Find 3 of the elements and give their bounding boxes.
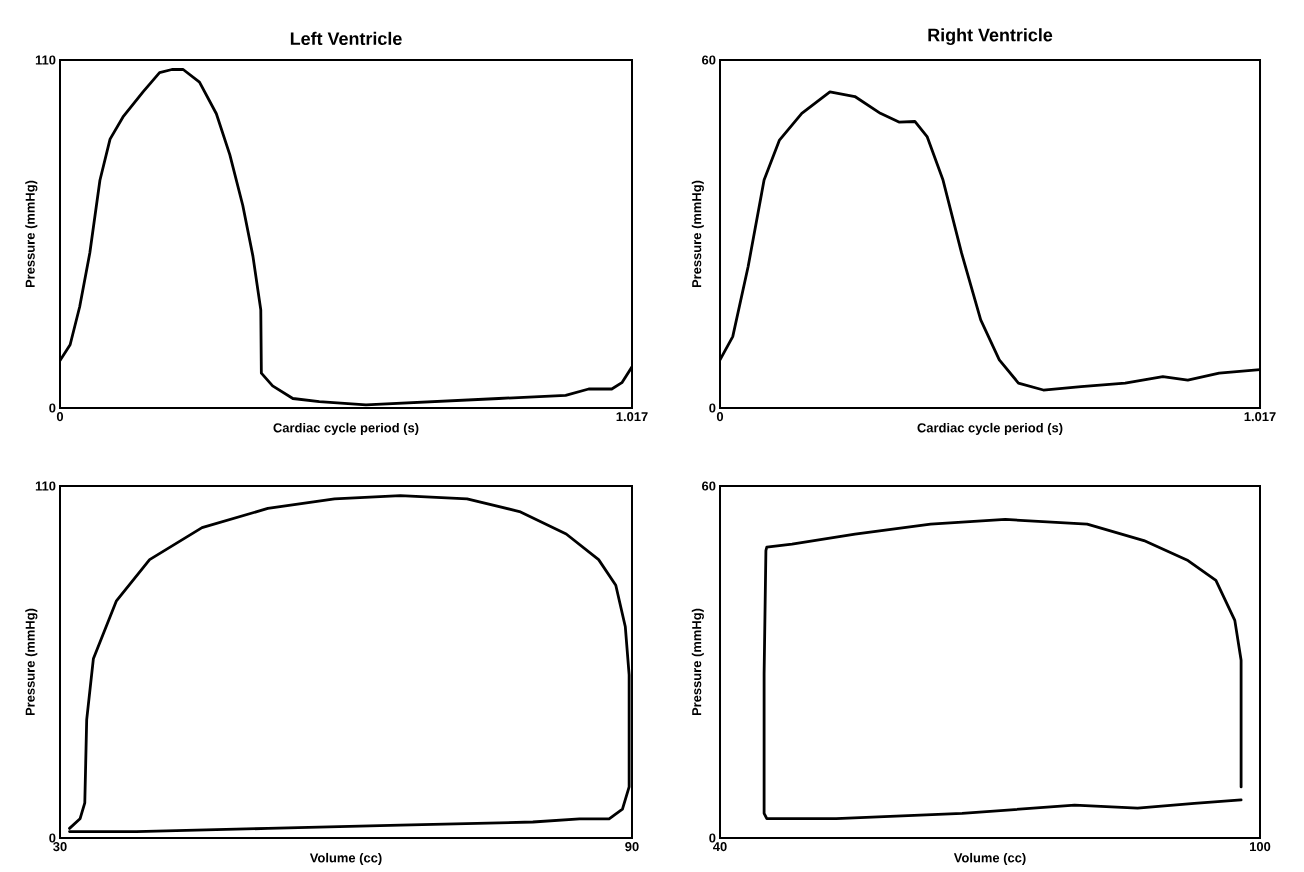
chart-title: Left Ventricle [290, 31, 402, 46]
line-series [762, 518, 1243, 821]
chart-title: Right Ventricle [928, 28, 1053, 46]
